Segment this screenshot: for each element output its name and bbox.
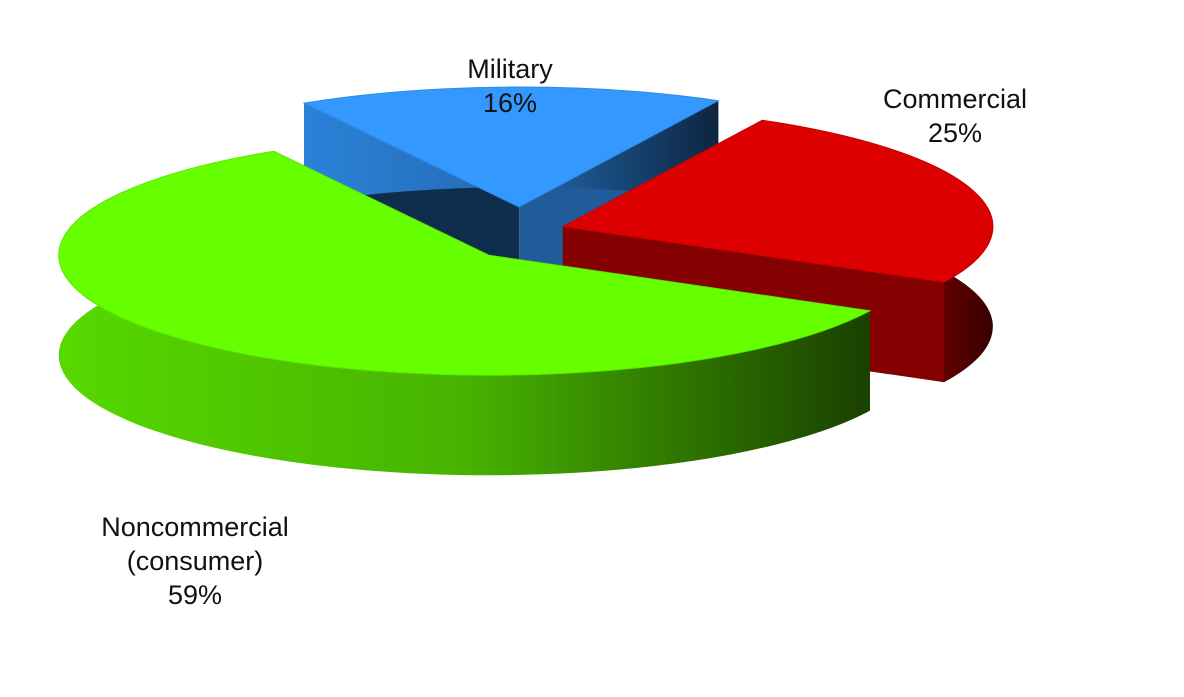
slice-label: Military 16% [410,52,610,120]
category-label: Commercial [882,84,1028,114]
value-label: 25% [927,118,983,148]
value-label: 16% [482,88,538,118]
value-label: 59% [167,580,223,610]
category-label: Military [467,54,553,84]
pie-slice [58,150,872,476]
slice-top [561,119,994,283]
slice-top [58,150,872,376]
category-label: Noncommercial (consumer) [101,512,289,576]
slice-top [302,86,720,208]
slice-label: Noncommercial (consumer) 59% [95,510,295,612]
slice-label: Commercial 25% [855,82,1055,150]
